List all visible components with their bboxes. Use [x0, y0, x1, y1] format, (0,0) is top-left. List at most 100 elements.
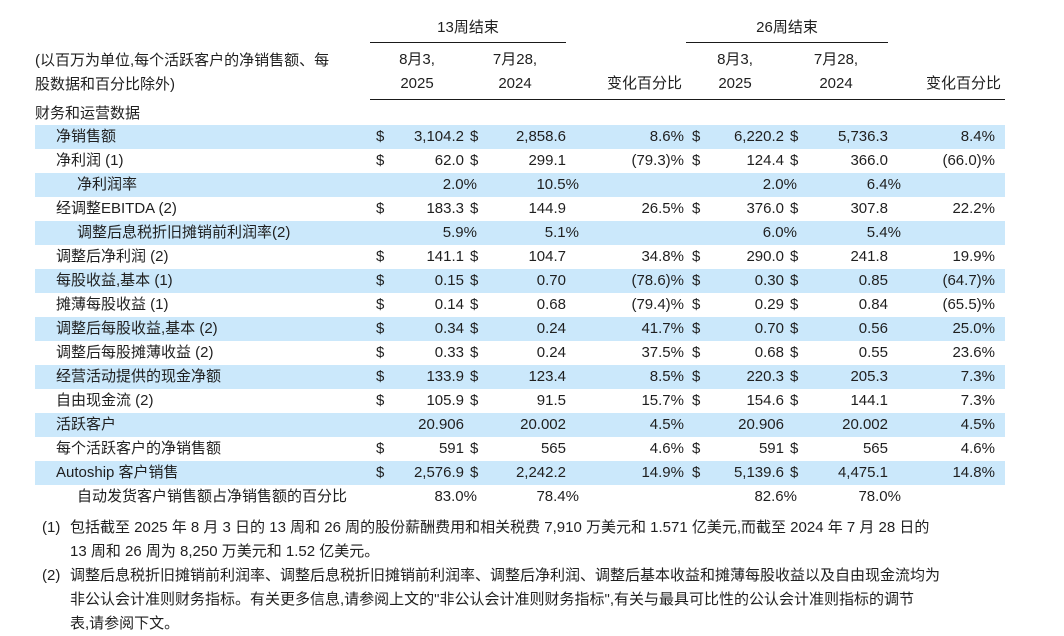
footnote: (1) 包括截至 2025 年 8 月 3 日的 13 周和 26 周的股份薪酬费… [42, 516, 1064, 564]
value-13wk-2025: 0.34 [386, 317, 464, 341]
dollar-sign: $ [370, 461, 386, 485]
value-26wk-2025: 5,139.6 [708, 461, 784, 485]
dollar-sign: $ [464, 365, 488, 389]
value-26wk-2025: 290.0 [746, 248, 784, 265]
value-26wk-2024: 4,475.1 [810, 461, 888, 485]
value-26wk-2024: 307.8 [850, 200, 888, 217]
dollar-sign: $ [784, 317, 810, 341]
dollar-sign: $ [784, 125, 810, 149]
change-13wk [566, 221, 686, 245]
change-13wk: 4.6% [649, 440, 684, 457]
dollar-sign: $ [784, 365, 810, 389]
dollar-sign: $ [376, 440, 385, 457]
column-header-change-26wk: 变化百分比 [888, 42, 1005, 100]
column-header-26wk-2024: 7月28, 2024 [784, 42, 888, 100]
change-26wk: 22.2% [952, 200, 995, 217]
value-26wk-2025: 2.0% [708, 173, 797, 197]
change-13wk: 8.5% [566, 365, 686, 389]
table-row: 经营活动提供的现金净额 $133.9 $123.4 8.5% $220.3 $205.3 7… [35, 365, 1005, 389]
value-13wk-2024: 5.1% [488, 221, 579, 245]
dollar-sign [686, 413, 708, 437]
dollar-sign: $ [470, 152, 479, 169]
change-26wk: 19.9% [952, 248, 995, 265]
change-13wk: 14.9% [566, 461, 686, 485]
column-header-year: 2024 [498, 75, 532, 92]
percent-value: 2.0% [762, 176, 797, 193]
table-row: 调整后每股摊薄收益 (2) $0.33 $0.24 37.5% $0.68 $0.55 23… [35, 341, 1005, 365]
change-13wk: (78.6)% [566, 269, 686, 293]
change-26wk: 8.4% [888, 125, 1005, 149]
dollar-sign: $ [790, 440, 799, 457]
dollar-sign: $ [692, 440, 701, 457]
dollar-sign [784, 413, 810, 437]
value-26wk-2024: 366.0 [850, 152, 888, 169]
value-26wk-2025: 20.906 [708, 413, 784, 437]
dollar-sign: $ [464, 269, 488, 293]
percent-value: 78.0% [858, 488, 901, 505]
value-26wk-2024: 5.4% [810, 221, 901, 245]
dollar-sign: $ [784, 269, 810, 293]
change-13wk: 34.8% [641, 248, 684, 265]
row-label: 摊薄每股收益 (1) [56, 296, 169, 313]
row-label: 净利润 (1) [56, 152, 124, 169]
value-13wk-2024: 0.70 [488, 269, 566, 293]
dollar-sign: $ [470, 200, 479, 217]
dollar-sign: $ [376, 200, 385, 217]
value-26wk-2025: 0.68 [754, 344, 784, 361]
dollar-sign: $ [686, 125, 708, 149]
percent-value: 6.4% [866, 176, 901, 193]
footnote-text: 包括截至 2025 年 8 月 3 日的 13 周和 26 周的股份薪酬费用和相… [70, 519, 930, 560]
row-label: 自动发货客户销售额占净销售额的百分比 [77, 488, 348, 505]
footnote-text: 调整后息税折旧摊销前利润率、调整后息税折旧摊销前利润率、调整后净利润、调整后基本… [70, 567, 941, 632]
change-13wk: (79.4)% [631, 296, 684, 313]
dollar-sign: $ [692, 200, 701, 217]
value-13wk-2024: 123.4 [488, 365, 566, 389]
dollar-sign: $ [470, 344, 479, 361]
table-row: 自由现金流 (2) $105.9 $91.5 15.7% $154.6 $144.1 7.3… [35, 389, 1005, 413]
section-title-row: 财务和运营数据 [35, 100, 1005, 126]
change-13wk: 8.6% [566, 125, 686, 149]
dollar-sign: $ [464, 125, 488, 149]
footnote: (2) 调整后息税折旧摊销前利润率、调整后息税折旧摊销前利润率、调整后净利润、调整… [42, 564, 1064, 636]
dollar-sign: $ [464, 461, 488, 485]
period-header-row: (以百万为单位,每个活跃客户的净销售额、每 股数据和百分比除外) 13周结束 2… [35, 12, 1005, 93]
change-13wk: 41.7% [566, 317, 686, 341]
row-label: 净销售额 [35, 125, 370, 149]
dollar-sign: $ [376, 152, 385, 169]
change-26wk: (65.5)% [942, 296, 995, 313]
table-row: 每个活跃客户的净销售额 $591 $565 4.6% $591 $565 4.6% [35, 437, 1005, 461]
dollar-sign [784, 221, 810, 245]
value-13wk-2024: 144.9 [528, 200, 566, 217]
row-label: Autoship 客户销售 [35, 461, 370, 485]
table-row: Autoship 客户销售 $2,576.9 $2,242.2 14.9% $5,139… [35, 461, 1005, 485]
column-header-month: 7月28, [492, 51, 538, 68]
value-26wk-2025: 591 [758, 440, 784, 457]
dollar-sign: $ [790, 392, 799, 409]
dollar-sign [686, 173, 708, 197]
change-26wk: (64.7)% [888, 269, 1005, 293]
table-head: (以百万为单位,每个活跃客户的净销售额、每 股数据和百分比除外) 13周结束 2… [35, 12, 1005, 125]
value-13wk-2024: 0.68 [536, 296, 566, 313]
row-label: 调整后每股摊薄收益 (2) [56, 344, 214, 361]
column-header-26wk-2025: 8月3, 2025 [686, 42, 784, 100]
table-row: 净销售额 $3,104.2 $2,858.6 8.6% $6,220.2 $5,736.3… [35, 125, 1005, 149]
change-13wk: 26.5% [641, 200, 684, 217]
value-26wk-2025: 0.30 [708, 269, 784, 293]
section-title: 财务和运营数据 [35, 105, 141, 122]
row-label: 活跃客户 [35, 413, 370, 437]
footnotes: (1) 包括截至 2025 年 8 月 3 日的 13 周和 26 周的股份薪酬费… [42, 516, 1064, 636]
value-26wk-2024: 205.3 [810, 365, 888, 389]
dollar-sign: $ [470, 440, 479, 457]
dollar-sign [464, 221, 488, 245]
value-26wk-2024: 565 [862, 440, 888, 457]
percent-value: 5.4% [866, 224, 901, 241]
table-row: 摊薄每股收益 (1) $0.14 $0.68 (79.4)% $0.29 $0.84 (65… [35, 293, 1005, 317]
value-26wk-2024: 0.85 [810, 269, 888, 293]
value-13wk-2025: 0.15 [386, 269, 464, 293]
value-26wk-2024: 78.0% [810, 485, 901, 509]
dollar-sign: $ [692, 392, 701, 409]
table-row: 净利润 (1) $62.0 $299.1 (79.3)% $124.4 $366.0 (66… [35, 149, 1005, 173]
value-13wk-2025: 591 [438, 440, 464, 457]
value-26wk-2025: 220.3 [708, 365, 784, 389]
